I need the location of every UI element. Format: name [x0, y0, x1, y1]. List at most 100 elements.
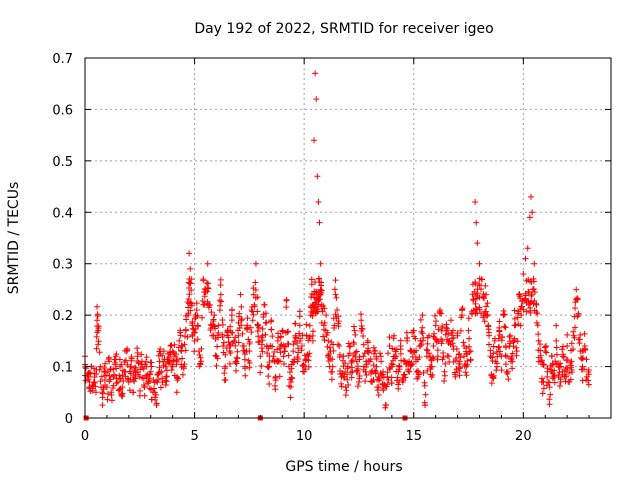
data-point: [197, 354, 204, 361]
data-point: [375, 377, 382, 384]
data-point: [456, 358, 463, 365]
data-point: [184, 298, 191, 305]
data-point: [482, 308, 489, 315]
data-point: [222, 363, 229, 370]
data-point: [232, 334, 239, 341]
data-point: [241, 343, 248, 349]
data-point: [262, 331, 269, 338]
data-point: [185, 304, 192, 311]
data-point: [497, 348, 504, 355]
data-point: [234, 348, 241, 355]
y-tick-label: 0.3: [52, 258, 73, 273]
data-point: [231, 338, 238, 345]
data-point: [343, 387, 350, 394]
data-point: [134, 349, 141, 356]
data-point: [456, 350, 463, 357]
data-point: [501, 323, 508, 330]
data-point: [356, 356, 363, 363]
data-point: [181, 333, 188, 340]
data-points: [82, 70, 592, 411]
data-point: [511, 337, 518, 344]
data-point: [344, 371, 351, 378]
data-point: [262, 320, 269, 327]
data-point: [241, 356, 248, 363]
data-point: [239, 330, 246, 337]
data-point: [345, 381, 352, 388]
data-point: [221, 370, 228, 377]
data-point: [199, 298, 206, 305]
data-point: [422, 402, 429, 409]
x-tick-label: 5: [190, 429, 198, 444]
data-point: [191, 337, 198, 344]
data-point: [374, 387, 381, 394]
data-point: [270, 353, 277, 360]
data-point: [490, 350, 497, 357]
data-point: [94, 303, 101, 310]
data-point: [141, 383, 148, 390]
data-point: [512, 322, 519, 329]
data-point: [257, 353, 264, 360]
data-point: [238, 303, 245, 310]
data-point: [204, 260, 211, 267]
data-point: [344, 376, 351, 383]
data-point: [566, 369, 573, 376]
data-point: [323, 312, 330, 319]
data-point: [382, 401, 389, 408]
data-point: [426, 332, 433, 339]
data-point: [483, 303, 490, 310]
data-point: [285, 328, 292, 335]
data-point: [350, 339, 357, 346]
data-point: [126, 387, 133, 394]
data-point: [424, 340, 431, 347]
data-point: [360, 353, 367, 360]
data-point: [522, 255, 529, 262]
data-point: [429, 372, 436, 379]
data-point: [564, 331, 571, 338]
data-point: [139, 374, 146, 381]
data-point: [434, 347, 441, 354]
data-point: [303, 321, 310, 328]
data-point: [147, 368, 154, 375]
data-point: [222, 351, 229, 358]
data-point: [580, 355, 587, 362]
data-point: [502, 344, 509, 351]
data-point: [103, 384, 110, 391]
data-point: [312, 70, 319, 77]
data-point: [446, 338, 453, 345]
data-point: [303, 332, 310, 339]
data-point: [220, 343, 227, 349]
data-point: [204, 288, 211, 295]
data-point: [567, 362, 574, 369]
data-point: [501, 311, 508, 318]
data-point: [543, 349, 550, 356]
data-point: [156, 364, 163, 371]
data-point: [119, 384, 126, 391]
data-point: [98, 373, 105, 380]
y-axis-label: SRMTID / TECUs: [6, 182, 22, 295]
data-point: [495, 335, 502, 342]
data-point: [540, 378, 547, 385]
data-point: [484, 311, 491, 318]
data-point: [332, 277, 339, 284]
data-point: [581, 346, 588, 353]
data-point: [330, 347, 337, 354]
data-point: [178, 348, 185, 355]
data-point: [228, 307, 235, 314]
data-point: [462, 369, 469, 376]
data-point: [341, 360, 348, 367]
data-point: [213, 362, 220, 369]
data-point: [346, 350, 353, 357]
data-point: [467, 348, 474, 355]
data-point: [138, 351, 145, 358]
data-point: [386, 343, 393, 349]
data-point: [218, 298, 225, 305]
data-point: [363, 363, 370, 370]
data-point: [417, 316, 424, 323]
data-point: [173, 389, 180, 396]
data-point: [412, 335, 419, 342]
data-point: [301, 368, 308, 375]
data-point: [233, 367, 240, 374]
data-point: [178, 342, 185, 349]
data-point: [261, 301, 268, 308]
data-point: [481, 295, 488, 302]
